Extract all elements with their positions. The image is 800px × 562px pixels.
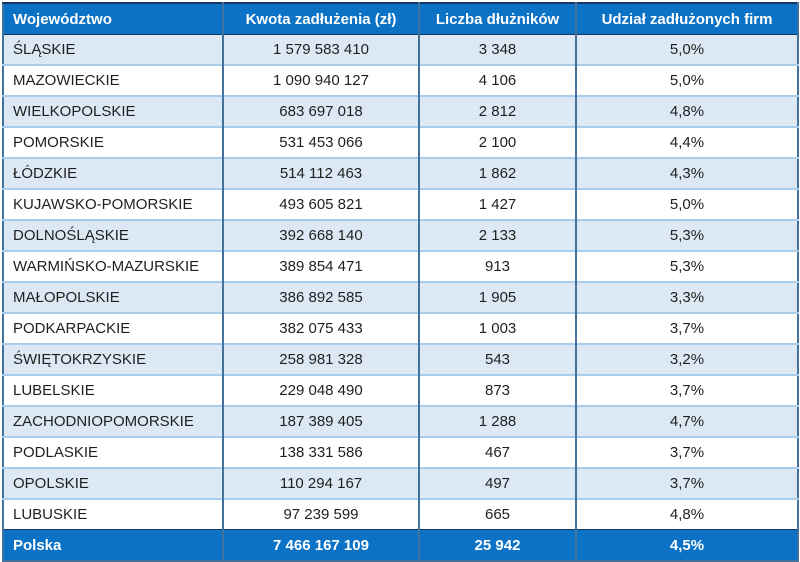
cell-kwota-zadluzenia: 138 331 586 (222, 436, 419, 468)
table-row: ŁÓDZKIE 514 112 463 1 862 4,3% (3, 157, 798, 189)
cell-wojewodztwo: MAŁOPOLSKIE (3, 281, 223, 313)
cell-kwota-zadluzenia: 258 981 328 (222, 343, 419, 375)
cell-liczba-dluznikow: 2 812 (418, 95, 576, 127)
table-footer: Polska 7 466 167 109 25 942 4,5% (3, 529, 798, 561)
cell-wojewodztwo: WIELKOPOLSKIE (3, 95, 223, 127)
cell-kwota-zadluzenia: 229 048 490 (222, 374, 419, 406)
table-row: DOLNOŚLĄSKIE 392 668 140 2 133 5,3% (3, 219, 798, 251)
cell-liczba-dluznikow: 2 100 (418, 126, 576, 158)
cell-kwota-zadluzenia: 389 854 471 (222, 250, 419, 282)
column-header-liczba-dluznikow: Liczba dłużników (418, 3, 576, 35)
cell-liczba-dluznikow: 497 (418, 467, 576, 499)
cell-liczba-dluznikow: 2 133 (418, 219, 576, 251)
header-row: Województwo Kwota zadłużenia (zł) Liczba d… (3, 3, 798, 35)
cell-udzial-firm: 3,7% (575, 312, 798, 344)
total-liczba-dluznikow: 25 942 (418, 529, 576, 561)
cell-liczba-dluznikow: 543 (418, 343, 576, 375)
cell-kwota-zadluzenia: 493 605 821 (222, 188, 419, 220)
cell-wojewodztwo: POMORSKIE (3, 126, 223, 158)
table-row: KUJAWSKO-POMORSKIE 493 605 821 1 427 5,0% (3, 188, 798, 220)
cell-liczba-dluznikow: 1 427 (418, 188, 576, 220)
cell-liczba-dluznikow: 1 003 (418, 312, 576, 344)
cell-wojewodztwo: DOLNOŚLĄSKIE (3, 219, 223, 251)
cell-liczba-dluznikow: 1 288 (418, 405, 576, 437)
cell-udzial-firm: 5,3% (575, 250, 798, 282)
cell-wojewodztwo: WARMIŃSKO-MAZURSKIE (3, 250, 223, 282)
table-row: WIELKOPOLSKIE 683 697 018 2 812 4,8% (3, 95, 798, 127)
cell-kwota-zadluzenia: 514 112 463 (222, 157, 419, 189)
cell-kwota-zadluzenia: 683 697 018 (222, 95, 419, 127)
table-row: ŚWIĘTOKRZYSKIE 258 981 328 543 3,2% (3, 343, 798, 375)
cell-liczba-dluznikow: 873 (418, 374, 576, 406)
cell-udzial-firm: 4,4% (575, 126, 798, 158)
table-row: ZACHODNIOPOMORSKIE 187 389 405 1 288 4,7% (3, 405, 798, 437)
cell-liczba-dluznikow: 1 862 (418, 157, 576, 189)
table-row: MAZOWIECKIE 1 090 940 127 4 106 5,0% (3, 64, 798, 96)
cell-udzial-firm: 3,7% (575, 467, 798, 499)
cell-wojewodztwo: PODKARPACKIE (3, 312, 223, 344)
cell-udzial-firm: 3,3% (575, 281, 798, 313)
cell-kwota-zadluzenia: 1 090 940 127 (222, 64, 419, 96)
cell-liczba-dluznikow: 665 (418, 498, 576, 530)
cell-udzial-firm: 4,3% (575, 157, 798, 189)
cell-udzial-firm: 4,7% (575, 405, 798, 437)
cell-udzial-firm: 3,2% (575, 343, 798, 375)
table-row: POMORSKIE 531 453 066 2 100 4,4% (3, 126, 798, 158)
table-row: PODKARPACKIE 382 075 433 1 003 3,7% (3, 312, 798, 344)
cell-liczba-dluznikow: 1 905 (418, 281, 576, 313)
cell-kwota-zadluzenia: 97 239 599 (222, 498, 419, 530)
cell-kwota-zadluzenia: 386 892 585 (222, 281, 419, 313)
column-header-kwota-zadluzenia: Kwota zadłużenia (zł) (222, 3, 419, 35)
cell-udzial-firm: 3,7% (575, 436, 798, 468)
totals-row: Polska 7 466 167 109 25 942 4,5% (3, 529, 798, 561)
cell-liczba-dluznikow: 467 (418, 436, 576, 468)
cell-kwota-zadluzenia: 110 294 167 (222, 467, 419, 499)
table-row: ŚLĄSKIE 1 579 583 410 3 348 5,0% (3, 34, 798, 65)
cell-wojewodztwo: LUBELSKIE (3, 374, 223, 406)
column-header-wojewodztwo: Województwo (3, 3, 223, 35)
cell-liczba-dluznikow: 913 (418, 250, 576, 282)
table-row: WARMIŃSKO-MAZURSKIE 389 854 471 913 5,3% (3, 250, 798, 282)
total-udzial-firm: 4,5% (575, 529, 798, 561)
table-row: OPOLSKIE 110 294 167 497 3,7% (3, 467, 798, 499)
cell-wojewodztwo: ŁÓDZKIE (3, 157, 223, 189)
cell-kwota-zadluzenia: 1 579 583 410 (222, 34, 419, 65)
cell-liczba-dluznikow: 3 348 (418, 34, 576, 65)
cell-udzial-firm: 5,0% (575, 188, 798, 220)
cell-udzial-firm: 5,0% (575, 34, 798, 65)
table-row: MAŁOPOLSKIE 386 892 585 1 905 3,3% (3, 281, 798, 313)
table-row: LUBELSKIE 229 048 490 873 3,7% (3, 374, 798, 406)
cell-udzial-firm: 5,3% (575, 219, 798, 251)
cell-kwota-zadluzenia: 382 075 433 (222, 312, 419, 344)
cell-kwota-zadluzenia: 392 668 140 (222, 219, 419, 251)
cell-wojewodztwo: LUBUSKIE (3, 498, 223, 530)
table-row: PODLASKIE 138 331 586 467 3,7% (3, 436, 798, 468)
cell-wojewodztwo: OPOLSKIE (3, 467, 223, 499)
cell-udzial-firm: 5,0% (575, 64, 798, 96)
cell-liczba-dluznikow: 4 106 (418, 64, 576, 96)
cell-kwota-zadluzenia: 187 389 405 (222, 405, 419, 437)
cell-wojewodztwo: KUJAWSKO-POMORSKIE (3, 188, 223, 220)
cell-wojewodztwo: ZACHODNIOPOMORSKIE (3, 405, 223, 437)
cell-wojewodztwo: PODLASKIE (3, 436, 223, 468)
table-header: Województwo Kwota zadłużenia (zł) Liczba d… (3, 3, 798, 35)
total-kwota-zadluzenia: 7 466 167 109 (222, 529, 419, 561)
cell-wojewodztwo: MAZOWIECKIE (3, 64, 223, 96)
total-wojewodztwo: Polska (3, 529, 223, 561)
table-body: ŚLĄSKIE 1 579 583 410 3 348 5,0% MAZOWIECKIE… (3, 34, 798, 530)
table-row: LUBUSKIE 97 239 599 665 4,8% (3, 498, 798, 530)
cell-udzial-firm: 4,8% (575, 498, 798, 530)
cell-wojewodztwo: ŚLĄSKIE (3, 34, 223, 65)
column-header-udzial-firm: Udział zadłużonych firm (575, 3, 798, 35)
cell-udzial-firm: 4,8% (575, 95, 798, 127)
cell-wojewodztwo: ŚWIĘTOKRZYSKIE (3, 343, 223, 375)
cell-kwota-zadluzenia: 531 453 066 (222, 126, 419, 158)
cell-udzial-firm: 3,7% (575, 374, 798, 406)
